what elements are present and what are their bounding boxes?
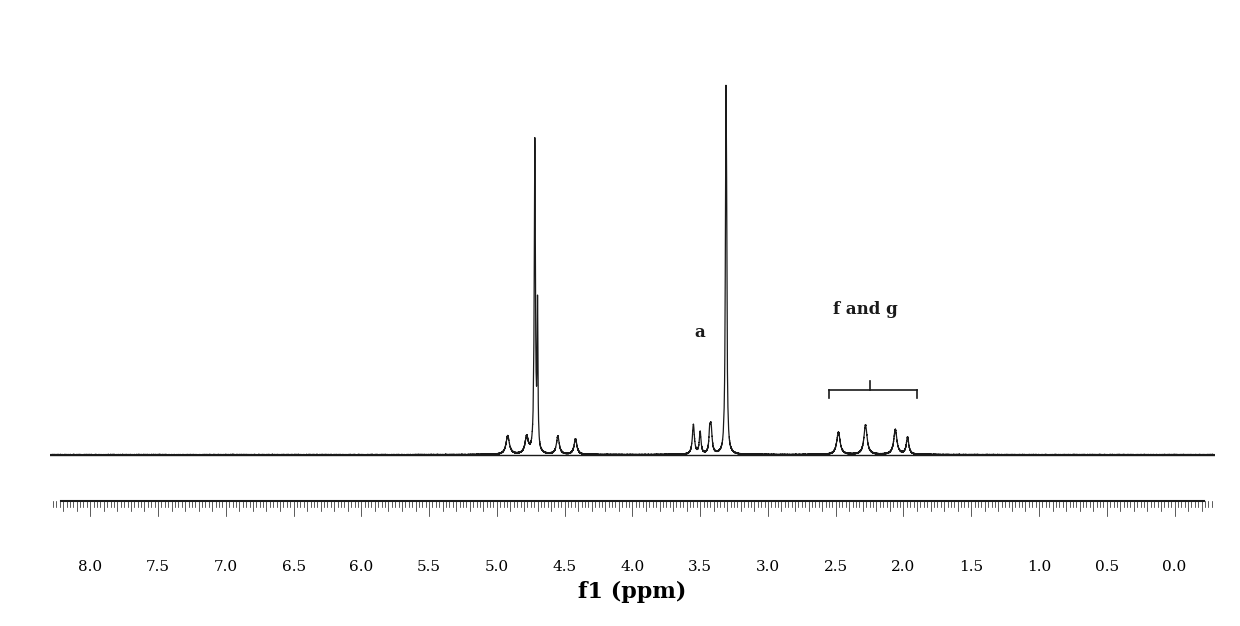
Text: a: a [694,324,706,341]
Text: f and g: f and g [833,301,898,319]
X-axis label: f1 (ppm): f1 (ppm) [578,581,687,603]
